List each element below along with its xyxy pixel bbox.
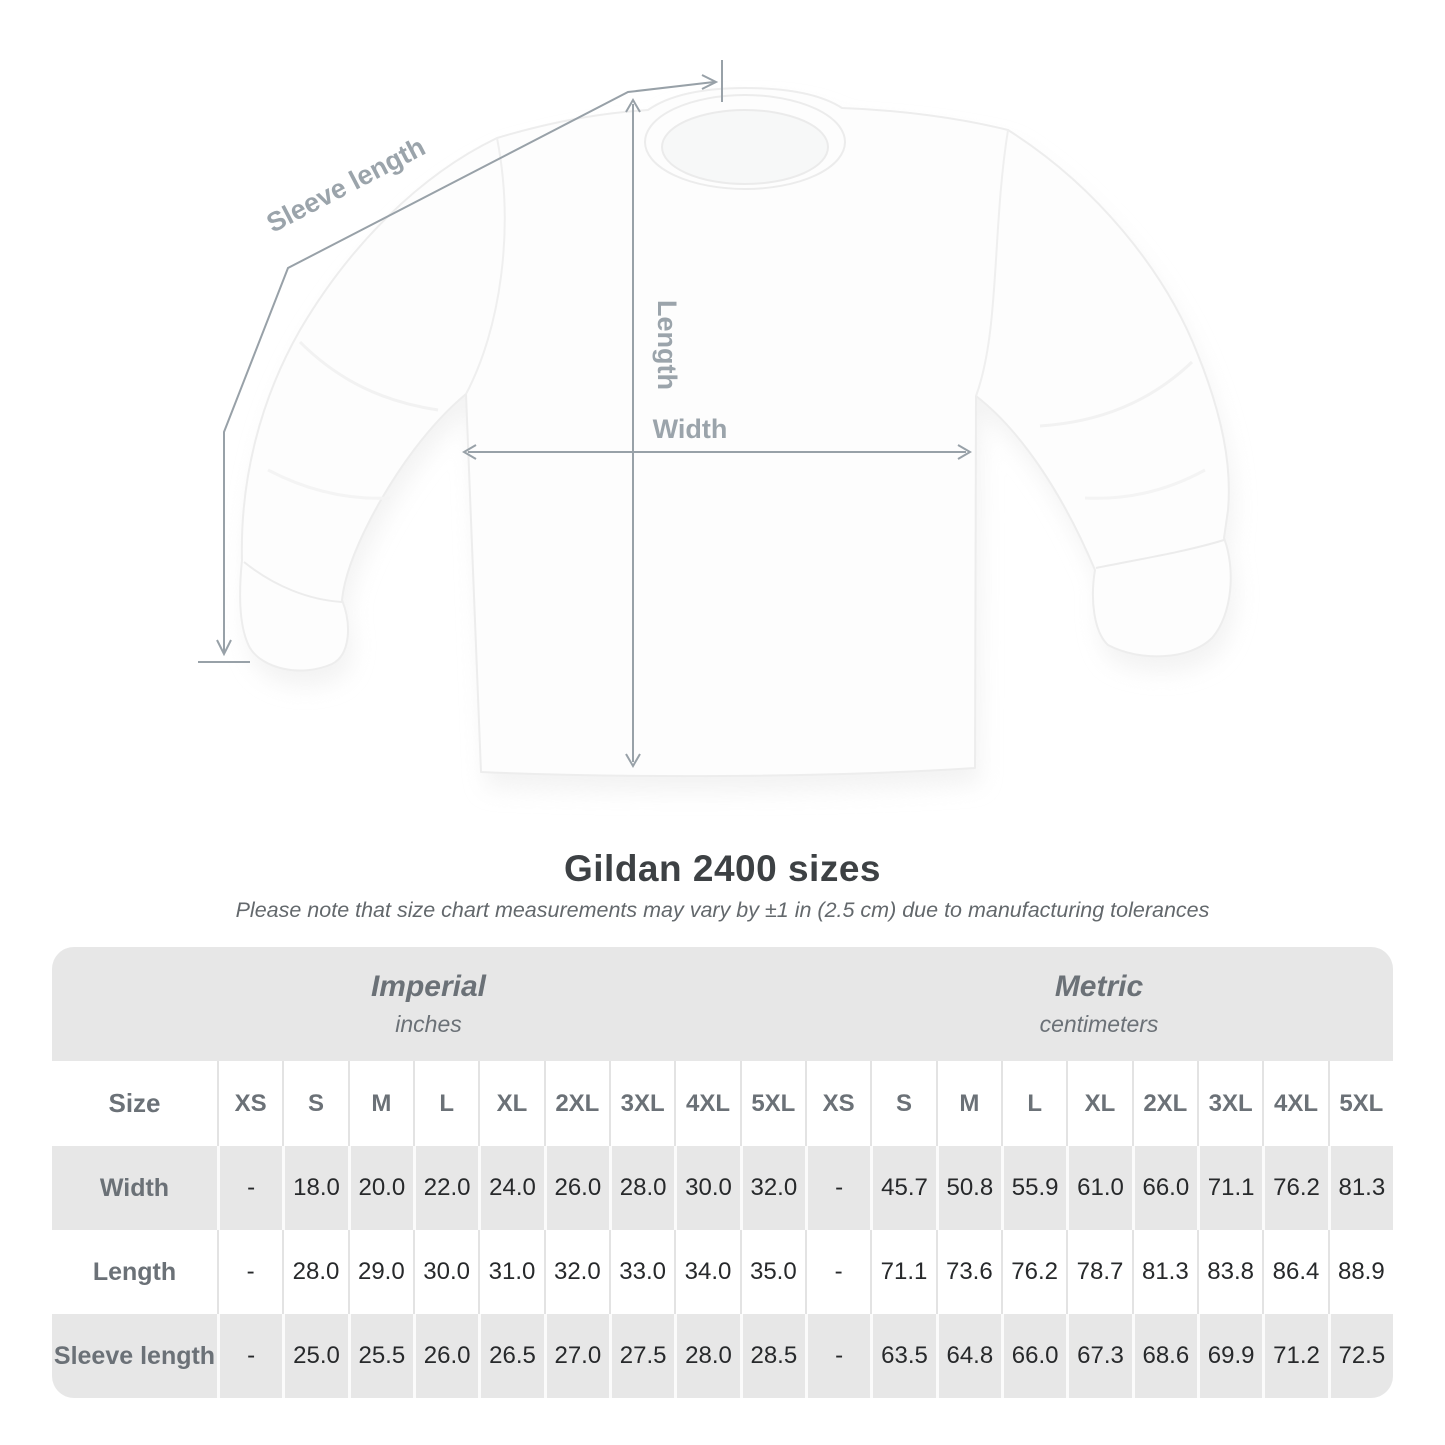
size-header-cell: 2XL bbox=[1131, 1061, 1197, 1146]
table-cell: 72.5 bbox=[1327, 1314, 1393, 1398]
table-cell: 81.3 bbox=[1131, 1230, 1197, 1314]
table-cell: 71.1 bbox=[1197, 1146, 1263, 1230]
size-header-cell: M bbox=[347, 1061, 413, 1146]
table-cell: 55.9 bbox=[1001, 1146, 1067, 1230]
table-cell: 61.0 bbox=[1066, 1146, 1132, 1230]
length-label: Length bbox=[652, 300, 682, 390]
size-table-grid: Size XS S M L XL 2XL 3XL 4XL 5XL XS S M L XL 2XL 3XL 4XL 5… bbox=[52, 1061, 1393, 1398]
table-cell: 25.5 bbox=[347, 1314, 413, 1398]
shirt-illustration bbox=[239, 87, 1232, 778]
sleeve-length-arrow bbox=[198, 60, 723, 663]
imperial-group-header: Imperial inches bbox=[52, 947, 805, 1061]
table-cell: 76.2 bbox=[1001, 1230, 1067, 1314]
shirt-diagram: Sleeve length Length Width bbox=[198, 60, 1236, 793]
imperial-label: Imperial bbox=[370, 970, 487, 1003]
size-header-cell: 4XL bbox=[674, 1061, 740, 1146]
table-cell: - bbox=[217, 1314, 283, 1398]
table-cell: 18.0 bbox=[282, 1146, 348, 1230]
table-cell: 25.0 bbox=[282, 1314, 348, 1398]
row-label: Sleeve length bbox=[52, 1314, 217, 1398]
table-cell: 26.5 bbox=[478, 1314, 544, 1398]
size-column-header: Size bbox=[52, 1061, 217, 1146]
table-cell: 20.0 bbox=[347, 1146, 413, 1230]
size-header-cell: XS bbox=[805, 1061, 871, 1146]
shirt-collar bbox=[644, 94, 846, 190]
length-arrow bbox=[625, 98, 641, 768]
table-cell: 28.5 bbox=[739, 1314, 805, 1398]
row-label: Length bbox=[52, 1230, 217, 1314]
tolerance-note: Please note that size chart measurements… bbox=[235, 898, 1210, 922]
table-cell: 32.0 bbox=[543, 1230, 609, 1314]
table-cell: 28.0 bbox=[674, 1314, 740, 1398]
table-cell: - bbox=[805, 1146, 871, 1230]
table-cell: 26.0 bbox=[413, 1314, 479, 1398]
page-title: Gildan 2400 sizes bbox=[563, 848, 881, 889]
size-header-cell: L bbox=[413, 1061, 479, 1146]
width-arrow bbox=[462, 444, 972, 460]
table-cell: 88.9 bbox=[1327, 1230, 1393, 1314]
table-cell: 22.0 bbox=[413, 1146, 479, 1230]
imperial-unit: inches bbox=[395, 1011, 462, 1037]
table-cell: 71.1 bbox=[870, 1230, 936, 1314]
table-cell: 78.7 bbox=[1066, 1230, 1132, 1314]
table-cell: 28.0 bbox=[609, 1146, 675, 1230]
table-cell: 81.3 bbox=[1327, 1146, 1393, 1230]
table-cell: 73.6 bbox=[935, 1230, 1001, 1314]
table-cell: - bbox=[217, 1146, 283, 1230]
table-cell: 30.0 bbox=[674, 1146, 740, 1230]
size-table: Imperial inches Metric centimeters Size X… bbox=[52, 947, 1393, 1398]
unit-group-header: Imperial inches Metric centimeters bbox=[52, 947, 1393, 1061]
size-header-cell: L bbox=[1001, 1061, 1067, 1146]
table-cell: 83.8 bbox=[1197, 1230, 1263, 1314]
table-cell: - bbox=[805, 1230, 871, 1314]
size-header-cell: M bbox=[935, 1061, 1001, 1146]
shirt-figure: Sleeve length Length Width bbox=[198, 60, 1236, 793]
size-header-cell: 5XL bbox=[1327, 1061, 1393, 1146]
table-cell: 64.8 bbox=[935, 1314, 1001, 1398]
size-header-cell: 2XL bbox=[543, 1061, 609, 1146]
table-cell: 24.0 bbox=[478, 1146, 544, 1230]
table-cell: 32.0 bbox=[739, 1146, 805, 1230]
table-cell: 34.0 bbox=[674, 1230, 740, 1314]
size-header-cell: 4XL bbox=[1262, 1061, 1328, 1146]
table-cell: 27.5 bbox=[609, 1314, 675, 1398]
size-header-cell: 3XL bbox=[1197, 1061, 1263, 1146]
table-cell: 30.0 bbox=[413, 1230, 479, 1314]
metric-label: Metric bbox=[1054, 970, 1144, 1003]
table-cell: 68.6 bbox=[1131, 1314, 1197, 1398]
table-cell: 29.0 bbox=[347, 1230, 413, 1314]
table-cell: 67.3 bbox=[1066, 1314, 1132, 1398]
size-header-cell: 3XL bbox=[609, 1061, 675, 1146]
size-header-cell: XS bbox=[217, 1061, 283, 1146]
table-cell: 86.4 bbox=[1262, 1230, 1328, 1314]
size-header-cell: S bbox=[870, 1061, 936, 1146]
table-cell: - bbox=[805, 1314, 871, 1398]
table-cell: 66.0 bbox=[1131, 1146, 1197, 1230]
size-header-cell: XL bbox=[478, 1061, 544, 1146]
width-label: Width bbox=[653, 414, 728, 444]
table-cell: 50.8 bbox=[935, 1146, 1001, 1230]
metric-unit: centimeters bbox=[1039, 1011, 1159, 1037]
table-cell: 26.0 bbox=[543, 1146, 609, 1230]
size-header-cell: XL bbox=[1066, 1061, 1132, 1146]
table-cell: 27.0 bbox=[543, 1314, 609, 1398]
metric-group-header: Metric centimeters bbox=[805, 947, 1393, 1061]
table-cell: 63.5 bbox=[870, 1314, 936, 1398]
measurement-arrows bbox=[198, 60, 972, 768]
table-cell: 66.0 bbox=[1001, 1314, 1067, 1398]
table-cell: 71.2 bbox=[1262, 1314, 1328, 1398]
table-cell: 33.0 bbox=[609, 1230, 675, 1314]
size-header-cell: 5XL bbox=[739, 1061, 805, 1146]
row-label: Width bbox=[52, 1146, 217, 1230]
table-cell: 35.0 bbox=[739, 1230, 805, 1314]
table-cell: 69.9 bbox=[1197, 1314, 1263, 1398]
size-header-cell: S bbox=[282, 1061, 348, 1146]
table-cell: 28.0 bbox=[282, 1230, 348, 1314]
table-cell: 45.7 bbox=[870, 1146, 936, 1230]
table-cell: 31.0 bbox=[478, 1230, 544, 1314]
table-cell: - bbox=[217, 1230, 283, 1314]
table-cell: 76.2 bbox=[1262, 1146, 1328, 1230]
